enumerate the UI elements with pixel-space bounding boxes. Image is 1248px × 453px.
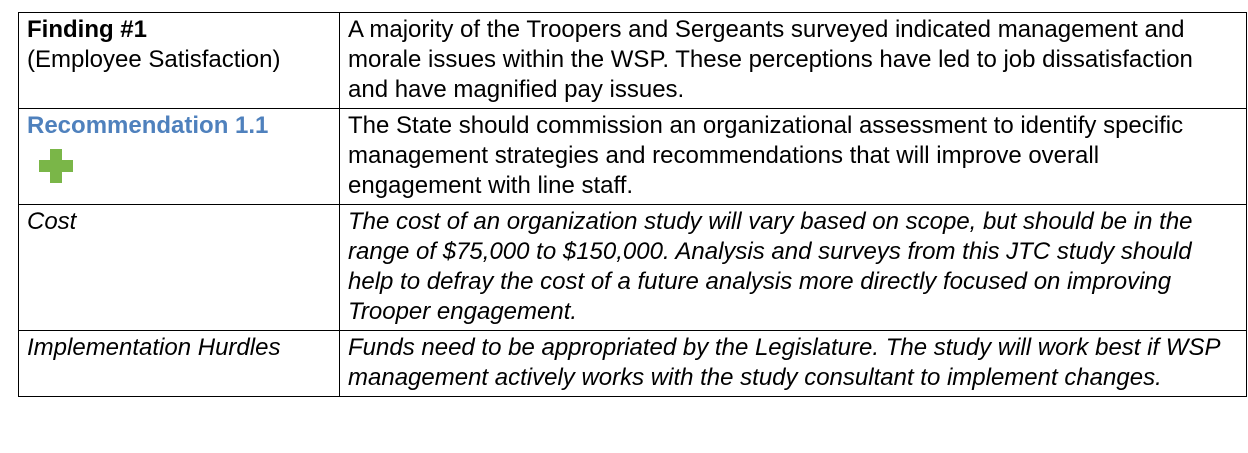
row: Recommendation 1.1 The State should comm… [18,108,1247,205]
row: Cost The cost of an organization study w… [18,204,1247,331]
cost-label: Cost [27,208,77,235]
hurdles-text: Funds need to be appropriated by the Leg… [348,334,1220,391]
label-cell: Finding #1 (Employee Satisfaction) [18,12,340,109]
finding-title: Finding #1 [27,16,147,43]
label-cell: Implementation Hurdles [18,330,340,397]
cost-text: The cost of an organization study will v… [348,208,1193,325]
hurdles-label: Implementation Hurdles [27,334,281,361]
recommendation-text: The State should commission an organizat… [348,112,1184,199]
finding-text: A majority of the Troopers and Sergeants… [348,16,1193,103]
recommendation-title: Recommendation 1.1 [27,112,269,139]
finding-subtitle: (Employee Satisfaction) [27,46,281,73]
text-cell: Funds need to be appropriated by the Leg… [339,330,1247,397]
row: Finding #1 (Employee Satisfaction) A maj… [18,12,1247,109]
row: Implementation Hurdles Funds need to be … [18,330,1247,397]
text-cell: The State should commission an organizat… [339,108,1247,205]
label-cell: Cost [18,204,340,331]
text-cell: The cost of an organization study will v… [339,204,1247,331]
findings-table: Finding #1 (Employee Satisfaction) A maj… [18,12,1247,397]
plus-icon [39,149,73,183]
plus-shape [39,149,73,183]
text-cell: A majority of the Troopers and Sergeants… [339,12,1247,109]
label-cell: Recommendation 1.1 [18,108,340,205]
